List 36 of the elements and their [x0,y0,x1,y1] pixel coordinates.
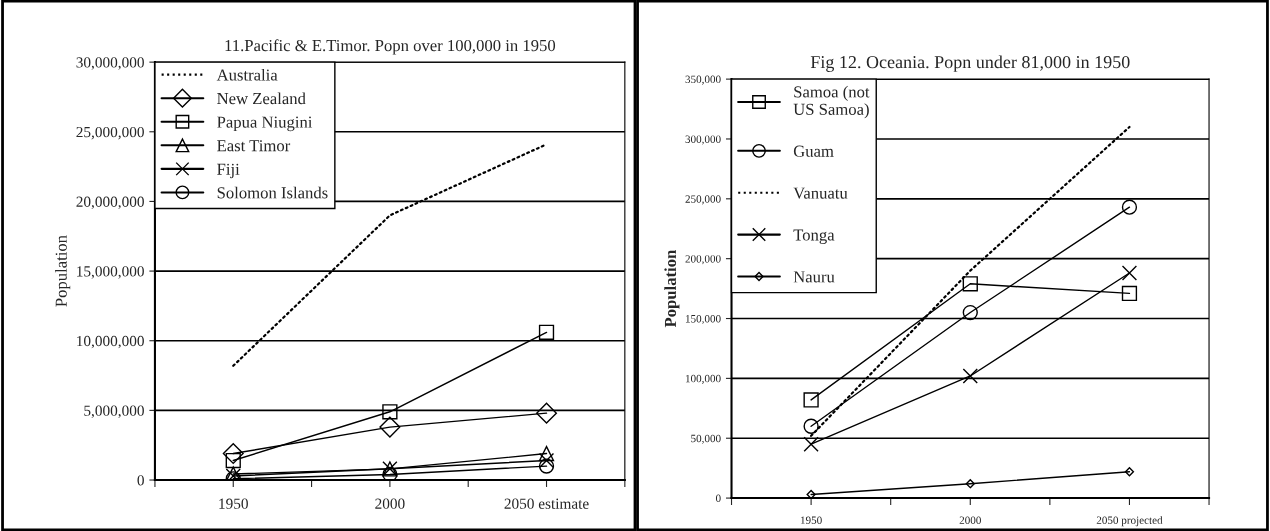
y-tick-label: 25,000,000 [76,126,144,140]
legend-label: Guam [793,145,834,157]
y-tick-label: 30,000,000 [76,57,144,70]
x-tick-label: 2050 projected [1096,516,1163,527]
legend-label: Papua Niugini [217,116,313,132]
x-tick-label: 1950 [219,498,248,509]
y-tick-label: 20,000,000 [76,196,144,210]
legend-label: Nauru [793,271,835,283]
y-tick-label: 0 [137,475,144,486]
y-tick-label: 200,000 [685,255,721,265]
x-tick-label: 1950 [800,516,822,524]
chart-title: Fig 12. Oceania. Popn under 81,000 in 1950 [810,55,1130,72]
y-tick-label: 300,000 [685,135,721,145]
legend-label: Tonga [793,229,835,245]
legend-label: New Zealand [217,92,306,105]
legend-label: East Timor [217,140,291,152]
chart-title: 11.Pacific & E.Timor. Popn over 100,000 in 1950 [225,39,556,55]
y-tick-label: 100,000 [685,374,721,384]
y-tick-label: 50,000 [691,434,721,444]
legend-label: Fiji [217,163,240,179]
x-tick-label: 2000 [375,498,405,509]
y-axis-title: Population [55,235,71,307]
x-tick-label: 2000 [959,516,981,524]
legend-label: Australia [216,68,278,81]
legend-label: Vanuatu [793,187,848,199]
y-tick-label: 250,000 [685,195,721,205]
y-tick-label: 350,000 [685,75,721,85]
y-axis-title: Population [664,249,680,328]
y-tick-label: 150,000 [685,314,721,325]
y-tick-label: 10,000,000 [77,335,144,349]
legend-label: Solomon Islands [217,186,328,199]
y-tick-label: 15,000,000 [77,266,144,279]
y-tick-label: 0 [715,494,721,503]
x-tick-label: 2050 estimate [504,498,589,509]
legend-label: Samoa (not US Samoa) [793,85,870,119]
y-tick-label: 5,000,000 [84,405,144,419]
